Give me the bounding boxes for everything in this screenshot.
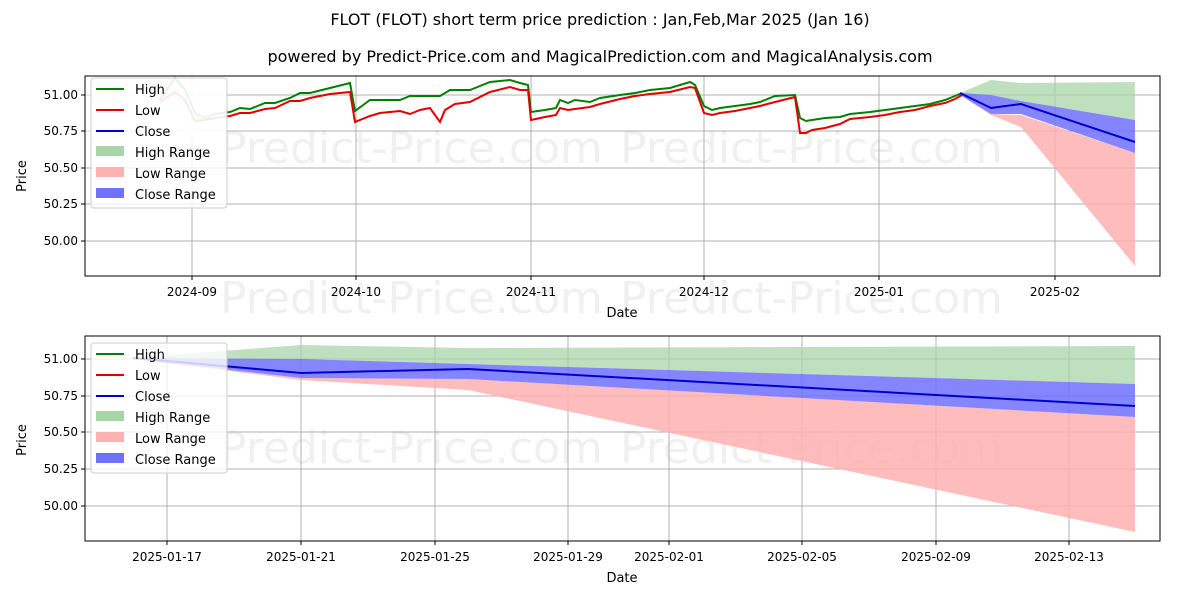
low-line [159,85,963,134]
x-tick-label: 2025-01-17 [132,550,202,564]
top-x-ticks [191,276,1056,280]
y-tick-label: 50.75 [44,389,78,403]
close-range-area [133,358,1135,417]
y-tick-label: 51.00 [44,352,78,366]
top-x-axis-label: Date [606,306,637,321]
legend-label-close: Close [135,390,170,405]
chart-subtitle: powered by Predict-Price.com and Magical… [267,47,933,66]
watermark-text: Predict-Price.com [220,423,603,474]
legend-label-close-range: Close Range [135,188,216,203]
close-range-area [960,93,1135,153]
legend-swatch-close-range [96,453,124,463]
legend-swatch-high-range [96,411,124,421]
legend-label-close: Close [135,125,170,140]
top-y-tick-labels: 51.00 50.75 50.50 50.25 50.00 [44,88,78,248]
low-range-area [960,95,1135,266]
high-range-area [960,80,1135,120]
low-range-area [133,359,1135,532]
legend-label-high-range: High Range [135,411,210,426]
x-tick-label: 2024-09 [167,285,217,299]
top-y-ticks [81,94,85,242]
x-tick-label: 2024-12 [679,285,729,299]
y-tick-label: 50.00 [44,234,78,248]
y-tick-label: 50.25 [44,462,78,476]
bottom-y-tick-labels: 51.00 50.75 50.50 50.25 50.00 [44,352,78,513]
watermark-text: Predict-Price.com [220,273,603,324]
legend-label-high: High [135,83,165,98]
x-tick-label: 2025-01-25 [400,550,470,564]
y-tick-label: 50.00 [44,499,78,513]
top-legend: High Low Close High Range Low Range Clos… [90,77,228,209]
x-tick-label: 2024-11 [506,285,556,299]
legend-swatch-high-range [96,146,124,156]
legend-swatch-close-range [96,188,124,198]
high-line [159,76,963,123]
watermark-text: Predict-Price.com [620,273,1003,324]
x-tick-label: 2025-01 [854,285,904,299]
top-chart: Predict-Price.com Predict-Price.com Pred… [15,75,1161,324]
x-tick-label: 2025-02 [1030,285,1080,299]
y-tick-label: 50.50 [44,161,78,175]
bottom-x-ticks [166,541,1070,545]
x-tick-label: 2025-02-01 [634,550,704,564]
bottom-y-ticks [81,358,85,507]
chart-title: FLOT (FLOT) short term price prediction … [330,10,870,29]
y-tick-label: 50.25 [44,197,78,211]
x-tick-label: 2025-01-29 [533,550,603,564]
x-tick-label: 2025-02-13 [1034,550,1104,564]
bottom-x-tick-labels: 2025-01-17 2025-01-21 2025-01-25 2025-01… [132,550,1104,564]
bottom-chart: Predict-Price.com Predict-Price.com [15,335,1161,586]
close-line [959,92,1136,143]
legend-label-low: Low [135,369,161,384]
y-tick-label: 50.50 [44,425,78,439]
legend-label-low-range: Low Range [135,432,206,447]
bottom-axes-frame [84,335,1161,542]
x-tick-label: 2024-10 [331,285,381,299]
legend-label-close-range: Close Range [135,453,216,468]
legend-label-high: High [135,348,165,363]
legend-label-high-range: High Range [135,146,210,161]
y-tick-label: 50.75 [44,124,78,138]
top-x-tick-labels: 2024-09 2024-10 2024-11 2024-12 2025-01 … [167,285,1080,299]
high-range-area [133,345,1135,384]
legend-label-low-range: Low Range [135,167,206,182]
legend-swatch-low-range [96,167,124,177]
top-axes-frame [84,75,1161,277]
bottom-x-axis-label: Date [606,571,637,586]
legend-swatch-low-range [96,432,124,442]
y-tick-label: 51.00 [44,88,78,102]
x-tick-label: 2025-02-05 [767,550,837,564]
x-tick-label: 2025-02-09 [901,550,971,564]
top-y-axis-label: Price [15,160,30,192]
bottom-legend: High Low Close High Range Low Range Clos… [90,342,228,474]
bottom-y-axis-label: Price [15,424,30,456]
legend-label-low: Low [135,104,161,119]
x-tick-label: 2025-01-21 [266,550,336,564]
